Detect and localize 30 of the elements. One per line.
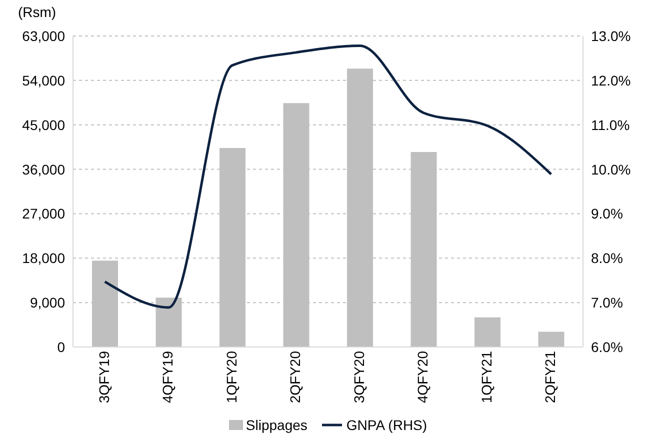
x-tick-label: 4QFY20 [414, 350, 431, 404]
legend-label: Slippages [246, 417, 308, 433]
y2-tick-label: 13.0% [591, 28, 631, 44]
y2-tick-label: 11.0% [591, 116, 630, 133]
y-tick-label: 54,000 [22, 72, 66, 88]
x-tick-label: 2QFY20 [287, 350, 304, 404]
y-axis-title: (Rsm) [18, 4, 56, 20]
x-tick-label: 1QFY21 [478, 350, 494, 404]
y-tick-label: 18,000 [22, 250, 66, 266]
y-tick-label: 36,000 [22, 161, 66, 178]
x-tick-label: 1QFY20 [223, 350, 240, 404]
y2-tick-label: 9.0% [591, 206, 623, 222]
y-tick-label: 0 [57, 338, 66, 355]
y-tick-label: 45,000 [22, 116, 66, 133]
bar [474, 317, 500, 347]
x-tick-label: 3QFY20 [350, 350, 367, 404]
y2-tick-label: 8.0% [591, 250, 623, 266]
x-tick-label: 4QFY19 [160, 350, 176, 404]
x-tick-label: 2QFY21 [542, 350, 558, 404]
y2-tick-label: 10.0% [591, 161, 631, 178]
legend-label: GNPA (RHS) [346, 417, 428, 433]
y-tick-label: 63,000 [22, 28, 66, 44]
bar [538, 332, 564, 347]
line-series [104, 44, 552, 309]
y2-tick-label: 12.0% [591, 72, 631, 88]
y-tick-label: 27,000 [22, 206, 66, 222]
y-tick-label: 9,000 [30, 294, 66, 311]
x-tick-label: 3QFY19 [96, 350, 112, 404]
y2-tick-label: 6.0% [591, 338, 623, 355]
y2-tick-label: 7.0% [591, 294, 623, 311]
